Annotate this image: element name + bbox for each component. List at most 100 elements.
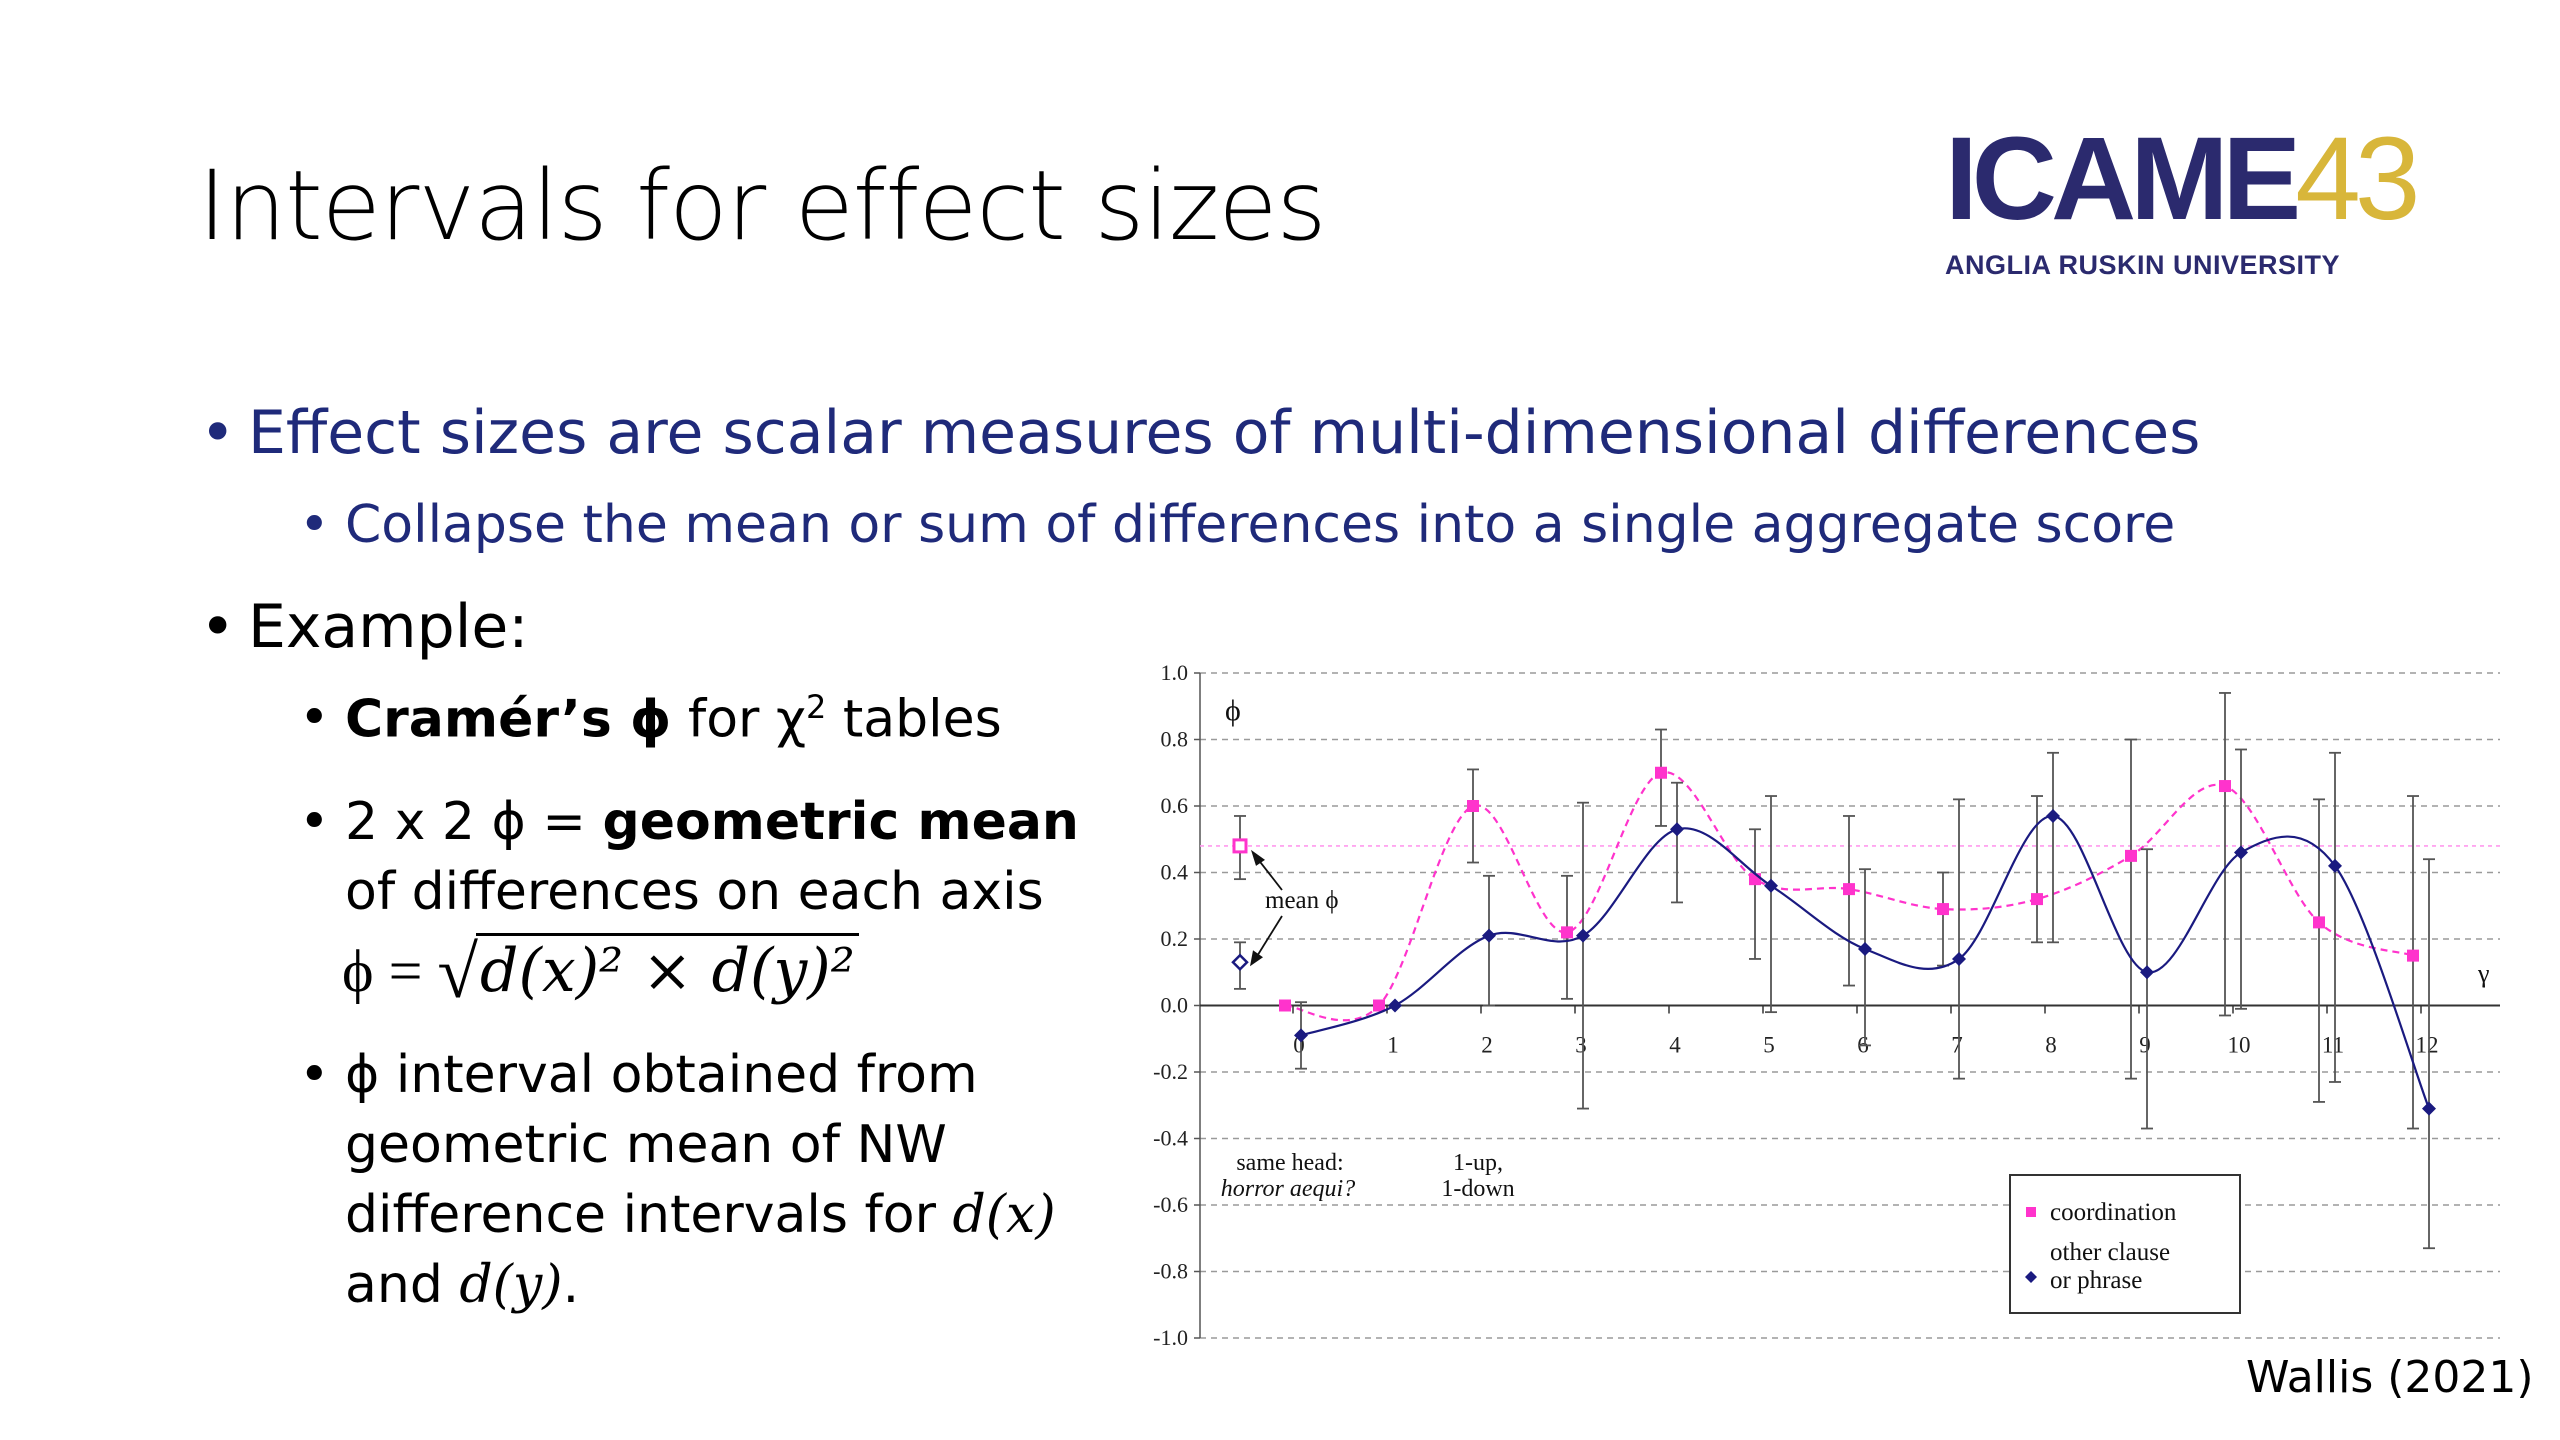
data-point [1858,941,1872,956]
phi-formula: ϕ = √d(x)² × d(y)² [342,925,859,1014]
y-tick-label: -1.0 [1153,1325,1188,1350]
data-point [2313,916,2325,929]
data-point [1843,883,1855,896]
y-axis-label: ϕ [1225,694,1241,727]
data-point [2125,849,2137,862]
annotation-1-down: 1-down [1441,1176,1514,1202]
bullet-effect-sizes: • Effect sizes are scalar measures of mu… [200,398,2201,468]
bullet-example: • Example: [200,592,529,662]
data-point [2422,1101,2436,1116]
bullet-collapse: • Collapse the mean or sum of difference… [299,495,2176,555]
bullet-dot: • [200,398,236,468]
logo-43: 43 [2295,113,2420,245]
x-tick-label: 7 [1951,1033,1963,1058]
interval-text: ϕ interval obtained from geometric mean … [345,1045,978,1245]
icame-logo: ICAME43 ANGLIA RUSKIN UNIVERSITY [1945,120,2420,290]
logo-icame: ICAME [1945,113,2301,245]
period-text: . [562,1255,580,1315]
x-tick-label: 8 [2045,1033,2057,1058]
data-point [1482,928,1496,943]
arrow-head-icon [1250,950,1263,967]
dx-text: d(x) [952,1185,1056,1245]
annotation-same-head: same head: [1236,1150,1343,1176]
chi-text: for χ [671,689,807,750]
data-point [2328,858,2342,873]
data-point [1294,1028,1308,1043]
y-tick-label: -0.6 [1153,1192,1188,1217]
bullet-text: Effect sizes are scalar measures of mult… [248,398,2201,468]
data-point [1937,903,1949,916]
data-point [2031,893,2043,906]
y-tick-label: 0.6 [1161,793,1189,818]
data-point [2219,780,2231,793]
bullet-dot: • [299,688,330,748]
data-point [2234,845,2248,860]
legend-other-label-line1: other clause [2050,1239,2170,1266]
x-tick-label: 12 [2416,1033,2439,1058]
series-line [1300,814,2431,1109]
x-tick-label: 0 [1293,1033,1305,1058]
phi-chart: 1.0 0.8 0.6 0.4 0.2 0.0 -0.2 -0.4 -0.6 -0.8 -1.0 0 1… [1153,660,2500,1350]
bullet-cramers-phi: • Cramér’s ϕ for χ2 tables [299,688,1002,750]
data-point [1388,998,1402,1013]
logo-wordmark: ICAME43 [1945,120,2420,238]
sqrt-icon: √ [437,932,479,1014]
geometric-mean-bold: geometric mean [602,792,1079,852]
data-point [1373,999,1385,1012]
source-credit: Wallis (2021) [2246,1352,2534,1403]
tables-text: tables [826,689,1002,750]
data-point [2046,808,2060,823]
bullet-dot: • [200,592,236,662]
data-point [1467,800,1479,812]
legend-coordination-marker [2026,1207,2036,1217]
mean-phi-label: mean ϕ [1265,887,1339,914]
x-tick-label: 11 [2322,1033,2344,1058]
dy-text: d(y) [459,1255,563,1315]
data-point [2140,965,2154,980]
mean-arrow [1256,857,1283,891]
phi-eq-text: 2 x 2 ϕ = [345,792,603,852]
data-point [1952,951,1966,966]
bullet-phi-interval: • ϕ interval obtained from geometric mea… [299,1040,1125,1320]
x-tick-label: 1 [1387,1033,1399,1058]
y-tick-label: -0.8 [1153,1259,1188,1284]
x-tick-label: 9 [2139,1033,2151,1058]
y-tick-label: 0.8 [1161,727,1189,752]
annotation-horror-aequi: horror aequi? [1221,1176,1355,1202]
annotation-1-up: 1-up, [1453,1150,1503,1176]
logo-university: ANGLIA RUSKIN UNIVERSITY [1945,250,2341,280]
cramers-phi-bold: Cramér’s ϕ [345,689,672,750]
data-point [1576,928,1590,943]
legend-other-label-line2: or phrase [2050,1267,2142,1294]
y-tick-label: 0.0 [1161,993,1189,1018]
mean-arrow [1256,915,1283,957]
bullet-geometric-mean: • 2 x 2 ϕ = geometric mean [299,792,1079,852]
mean-point [1232,838,1248,854]
mean-point [1231,953,1249,972]
arrow-head-icon [1251,849,1265,866]
x-tick-label: 10 [2228,1033,2251,1058]
y-tick-label: -0.2 [1153,1059,1188,1084]
x-tick-label: 5 [1763,1033,1775,1058]
data-point [1764,878,1778,893]
bullet-text: Example: [248,592,529,662]
legend-other-marker [2025,1271,2037,1283]
legend-coordination-label: coordination [2050,1199,2177,1226]
chi-superscript: 2 [806,688,827,726]
data-point [1655,766,1667,779]
x-tick-label: 3 [1575,1033,1587,1058]
data-point [1561,926,1573,939]
legend-box [2009,1174,2241,1314]
data-point [1279,999,1291,1012]
formula-radicand: d(x)² × d(y)² [476,933,859,1006]
y-tick-label: 0.4 [1161,860,1189,885]
y-tick-label: -0.4 [1153,1126,1188,1151]
bullet-text: Collapse the mean or sum of differences … [345,495,2176,555]
x-tick-label: 4 [1669,1033,1681,1058]
x-tick-label: 2 [1481,1033,1493,1058]
data-point [2407,949,2419,962]
bullet-dot: • [299,792,330,852]
y-tick-label: 0.2 [1161,926,1189,951]
and-text: and [345,1255,460,1315]
formula-lhs: ϕ = [342,938,438,1004]
